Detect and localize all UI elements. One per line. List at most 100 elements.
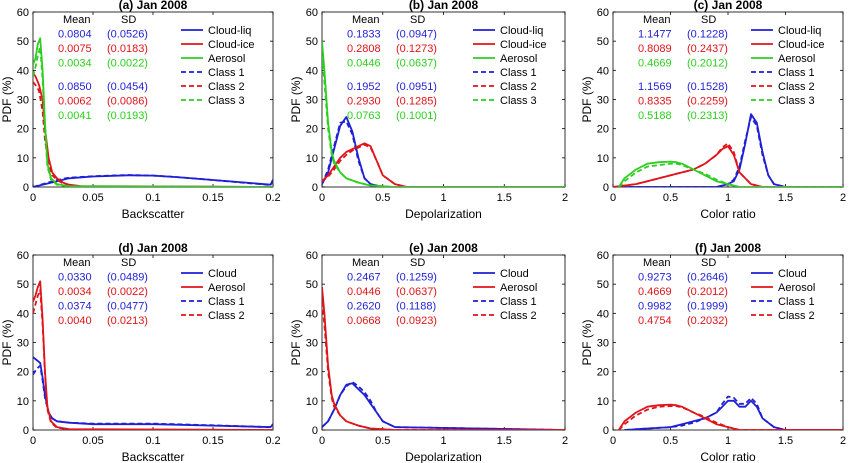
x-tick-label: 0.1 <box>145 192 160 204</box>
legend-label: Aerosol <box>500 53 537 65</box>
x-axis-label: Backscatter <box>122 207 185 221</box>
stat-mean: 0.4669 <box>638 286 672 298</box>
y-tick-label: 10 <box>597 396 609 408</box>
x-axis-label: Color ratio <box>700 207 756 221</box>
x-tick-label: 0.5 <box>663 192 678 204</box>
y-tick-label: 20 <box>306 124 318 136</box>
stat-mean: 0.5188 <box>638 110 672 122</box>
x-axis-label: Backscatter <box>122 450 185 463</box>
legend-label: Cloud <box>778 268 807 280</box>
y-tick-label: 50 <box>17 36 29 48</box>
x-tick-label: 0.2 <box>265 192 280 204</box>
legend-label: Class 2 <box>778 81 815 93</box>
stat-mean: 0.0041 <box>58 110 92 122</box>
x-tick-label: 0.15 <box>202 435 223 447</box>
y-tick-label: 30 <box>597 338 609 350</box>
y-tick-label: 20 <box>597 367 609 379</box>
legend-label: Class 1 <box>778 67 815 79</box>
y-axis-label: PDF (%) <box>0 320 14 366</box>
series-group <box>322 41 565 187</box>
y-tick-label: 60 <box>306 7 318 19</box>
x-tick-label: 1 <box>440 192 446 204</box>
stat-sd: (0.0213) <box>107 315 148 327</box>
stat-mean: 0.2467 <box>347 272 381 284</box>
y-tick-label: 40 <box>597 308 609 320</box>
legend-label: Aerosol <box>208 53 245 65</box>
x-tick-label: 0.05 <box>82 192 103 204</box>
stats-header-mean: Mean <box>643 257 671 269</box>
x-tick-label: 2 <box>840 192 846 204</box>
stat-sd: (0.2437) <box>687 43 728 55</box>
stat-mean: 0.0446 <box>347 286 381 298</box>
legend-label: Cloud <box>208 268 237 280</box>
x-axis-label: Color ratio <box>700 450 756 463</box>
stat-sd: (0.1228) <box>687 29 728 41</box>
stat-sd: (0.1001) <box>396 110 437 122</box>
stat-mean: 0.0850 <box>58 81 92 93</box>
series-line-class-2 <box>322 301 565 430</box>
stat-sd: (0.0526) <box>107 29 148 41</box>
x-tick-label: 0 <box>319 435 325 447</box>
x-tick-label: 1 <box>725 192 731 204</box>
y-axis-label: PDF (%) <box>580 320 594 366</box>
y-tick-label: 40 <box>306 65 318 77</box>
stat-sd: (0.1188) <box>396 301 436 313</box>
y-tick-label: 40 <box>597 65 609 77</box>
stat-mean: 0.0075 <box>58 43 92 55</box>
stat-sd: (0.2012) <box>687 286 728 298</box>
y-axis-label: PDF (%) <box>289 320 303 366</box>
x-tick-label: 0.5 <box>663 435 678 447</box>
y-tick-label: 60 <box>306 250 318 262</box>
series-line-class-3 <box>618 162 843 187</box>
y-axis-label: PDF (%) <box>580 77 594 123</box>
stat-mean: 0.0668 <box>347 315 381 327</box>
y-tick-label: 30 <box>306 95 318 107</box>
series-line-cloud-ice <box>322 142 565 187</box>
legend-label: Cloud <box>500 268 529 280</box>
stats-header-mean: Mean <box>352 257 380 269</box>
y-tick-label: 10 <box>306 153 318 165</box>
series-line-class-1 <box>613 116 843 187</box>
stats-header-mean: Mean <box>63 14 91 26</box>
legend-label: Cloud-liq <box>208 25 251 37</box>
x-tick-label: 0 <box>610 435 616 447</box>
stat-sd: (0.1273) <box>396 43 437 55</box>
legend-label: Aerosol <box>500 282 537 294</box>
series-line-aerosol <box>618 160 843 187</box>
x-tick-label: 1.5 <box>497 435 512 447</box>
stat-sd: (0.0183) <box>107 43 148 55</box>
legend-label: Class 1 <box>500 67 537 79</box>
x-tick-label: 1.5 <box>778 192 793 204</box>
stat-sd: (0.1999) <box>687 301 728 313</box>
stats-header-sd: SD <box>121 14 136 26</box>
stat-sd: (0.0923) <box>396 315 437 327</box>
stat-sd: (0.1259) <box>396 272 437 284</box>
chart-title: (a) Jan 2008 <box>119 0 188 12</box>
stat-sd: (0.0477) <box>107 301 148 313</box>
legend-label: Cloud-liq <box>500 25 543 37</box>
series-line-cloud-ice <box>33 72 273 187</box>
x-axis-label: Depolarization <box>405 450 482 463</box>
x-tick-label: 2 <box>840 435 846 447</box>
stats-header-sd: SD <box>410 257 425 269</box>
x-tick-label: 2 <box>562 192 568 204</box>
series-line-class-3 <box>322 55 565 187</box>
series-line-cloud <box>33 356 273 428</box>
stat-mean: 0.1833 <box>347 29 381 41</box>
y-tick-label: 0 <box>23 425 29 437</box>
legend-label: Class 3 <box>208 95 245 107</box>
chart-title: (f) Jan 2008 <box>695 241 761 255</box>
series-line-class-2 <box>33 81 273 187</box>
x-tick-label: 2 <box>562 435 568 447</box>
y-tick-label: 50 <box>306 36 318 48</box>
stat-sd: (0.0947) <box>396 29 437 41</box>
series-line-cloud <box>322 382 565 430</box>
series-line-cloud-liq <box>613 113 843 187</box>
stat-mean: 0.0034 <box>58 286 92 298</box>
y-tick-label: 50 <box>17 279 29 291</box>
stat-sd: (0.0086) <box>107 96 148 108</box>
y-tick-label: 10 <box>597 153 609 165</box>
stats-header-sd: SD <box>701 257 716 269</box>
series-line-class-2 <box>33 289 273 430</box>
legend-label: Class 2 <box>500 310 537 322</box>
